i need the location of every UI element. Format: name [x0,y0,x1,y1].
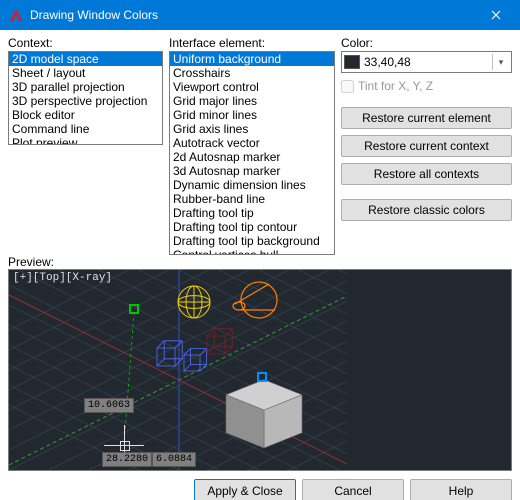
snap-handle-green [129,304,139,314]
coordinate-tooltip: 10.6063 [84,398,134,413]
list-item[interactable]: Crosshairs [170,66,334,80]
list-item[interactable]: Sheet / layout [9,66,162,80]
list-item[interactable]: Uniform background [170,52,334,66]
coordinate-tooltip: 6.0884 [152,452,196,467]
color-dropdown[interactable]: 33,40,48 ▾ [341,51,512,73]
bottom-button-row: Apply & Close Cancel Help [8,471,512,500]
chevron-down-icon: ▾ [492,54,509,70]
list-item[interactable]: Plot preview [9,136,162,145]
list-item[interactable]: Grid major lines [170,94,334,108]
preview-pane: [+][Top][X-ray] 10.6063 28.22806.0884 [8,269,512,471]
restore-classic-colors-button[interactable]: Restore classic colors [341,199,512,221]
apply-close-button[interactable]: Apply & Close [194,479,296,500]
restore-button-stack: Restore current element Restore current … [341,107,512,185]
color-swatch [344,55,360,69]
list-item[interactable]: Drafting tool tip [170,206,334,220]
restore-all-contexts-button[interactable]: Restore all contexts [341,163,512,185]
title-bar: Drawing Window Colors [0,0,520,30]
snap-handle-blue [257,372,267,382]
context-column: Context: 2D model spaceSheet / layout3D … [8,36,163,255]
app-icon [8,7,24,23]
list-item[interactable]: Rubber-band line [170,192,334,206]
tint-label: Tint for X, Y, Z [358,79,433,93]
list-item[interactable]: 3d Autosnap marker [170,164,334,178]
help-button[interactable]: Help [410,479,512,500]
preview-canvas [9,270,347,470]
close-button[interactable] [473,0,518,30]
list-item[interactable]: Dynamic dimension lines [170,178,334,192]
list-item[interactable]: Viewport control [170,80,334,94]
color-value: 33,40,48 [364,55,492,69]
coordinate-tooltip: 28.2280 [102,452,152,467]
top-row: Context: 2D model spaceSheet / layout3D … [8,36,512,255]
list-item[interactable]: 2D model space [9,52,162,66]
color-label: Color: [341,36,512,50]
list-item[interactable]: Autotrack vector [170,136,334,150]
context-label: Context: [8,36,163,50]
list-item[interactable]: 2d Autosnap marker [170,150,334,164]
list-item[interactable]: Drafting tool tip contour [170,220,334,234]
dialog-body: Context: 2D model spaceSheet / layout3D … [0,30,520,500]
list-item[interactable]: Command line [9,122,162,136]
tint-checkbox [341,80,354,93]
window-title: Drawing Window Colors [30,8,473,22]
color-column: Color: 33,40,48 ▾ Tint for X, Y, Z Resto… [341,36,512,255]
interface-label: Interface element: [169,36,335,50]
cancel-button[interactable]: Cancel [302,479,404,500]
restore-current-context-button[interactable]: Restore current context [341,135,512,157]
restore-classic-stack: Restore classic colors [341,199,512,221]
list-item[interactable]: Grid minor lines [170,108,334,122]
context-listbox[interactable]: 2D model spaceSheet / layout3D parallel … [8,51,163,145]
dialog-window: Drawing Window Colors Context: 2D model … [0,0,520,500]
list-item[interactable]: Grid axis lines [170,122,334,136]
restore-current-element-button[interactable]: Restore current element [341,107,512,129]
list-item[interactable]: Block editor [9,108,162,122]
list-item[interactable]: 3D perspective projection [9,94,162,108]
interface-listbox[interactable]: Uniform backgroundCrosshairsViewport con… [169,51,335,255]
list-item[interactable]: Control vertices hull [170,248,334,255]
interface-column: Interface element: Uniform backgroundCro… [169,36,335,255]
list-item[interactable]: Drafting tool tip background [170,234,334,248]
list-item[interactable]: 3D parallel projection [9,80,162,94]
preview-label: Preview: [8,255,512,269]
viewport-label: [+][Top][X-ray] [13,272,112,284]
tint-checkbox-row: Tint for X, Y, Z [341,79,512,93]
